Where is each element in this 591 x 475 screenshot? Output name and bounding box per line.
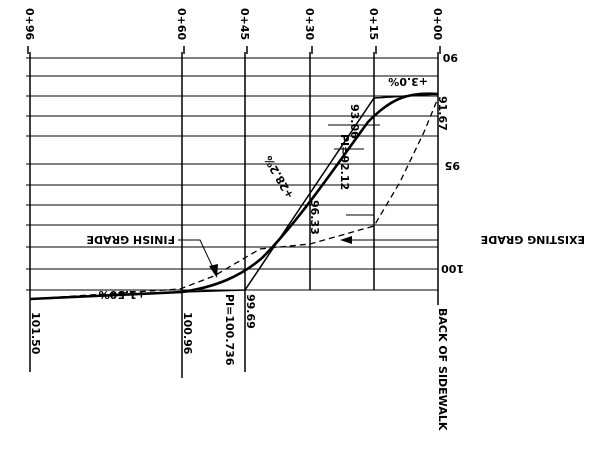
start-elevation-label: 91.67 [436, 96, 449, 131]
station-label-0-96: 0+96 [23, 8, 36, 41]
point-labels: PI=92.12 93.06 91.67 96.33 99.69 PI=100.… [29, 96, 449, 366]
left-elevation-label: 100.96 [181, 312, 194, 355]
finish-grade-curve [29, 92, 439, 301]
slope-label-bottom: +1.50% [99, 288, 146, 301]
upper-elevation-label: 93.06 [348, 104, 361, 139]
existing-grade-line [29, 97, 439, 300]
existing-grade-label: EXISTING GRADE [481, 233, 585, 246]
station-lines [29, 52, 439, 378]
lower-elevation-label: 99.69 [244, 294, 257, 329]
middle-elevation-label: 96.33 [308, 200, 321, 235]
station-ticks [27, 46, 441, 54]
finish-grade-leader [178, 239, 218, 278]
leader-line [178, 239, 215, 271]
pi-upper-label: PI=92.12 [338, 134, 351, 190]
end-elevation-label: 101.50 [29, 312, 42, 355]
finish-grade-label: FINISH GRADE [86, 233, 175, 246]
elevation-label-100: 100 [441, 262, 464, 275]
horizontal-grid-lines [26, 57, 438, 291]
slope-label-middle: +28.2% [262, 153, 297, 201]
station-label-0-60: 0+60 [175, 8, 188, 41]
station-label-0-15: 0+15 [367, 8, 380, 40]
leader-arrowhead [340, 236, 352, 244]
elevation-label-90: 90 [442, 51, 458, 64]
slope-label-top: +3.0% [388, 75, 428, 88]
existing-grade-leader [340, 236, 438, 244]
back-of-sidewalk-label: BACK OF SIDEWALK [436, 308, 449, 431]
station-label-0-00: 0+00 [431, 8, 444, 41]
station-label-0-45: 0+45 [238, 8, 251, 40]
leader-arrowhead [209, 264, 218, 278]
station-labels: 0+96 0+60 0+45 0+30 0+15 0+00 [23, 8, 444, 41]
elevation-label-95: 95 [445, 159, 460, 172]
station-label-0-30: 0+30 [303, 8, 316, 41]
elevation-ticks [328, 124, 380, 216]
pi-lower-label: PI=100.736 [223, 294, 236, 366]
elevation-labels: 90 95 100 [441, 51, 464, 275]
